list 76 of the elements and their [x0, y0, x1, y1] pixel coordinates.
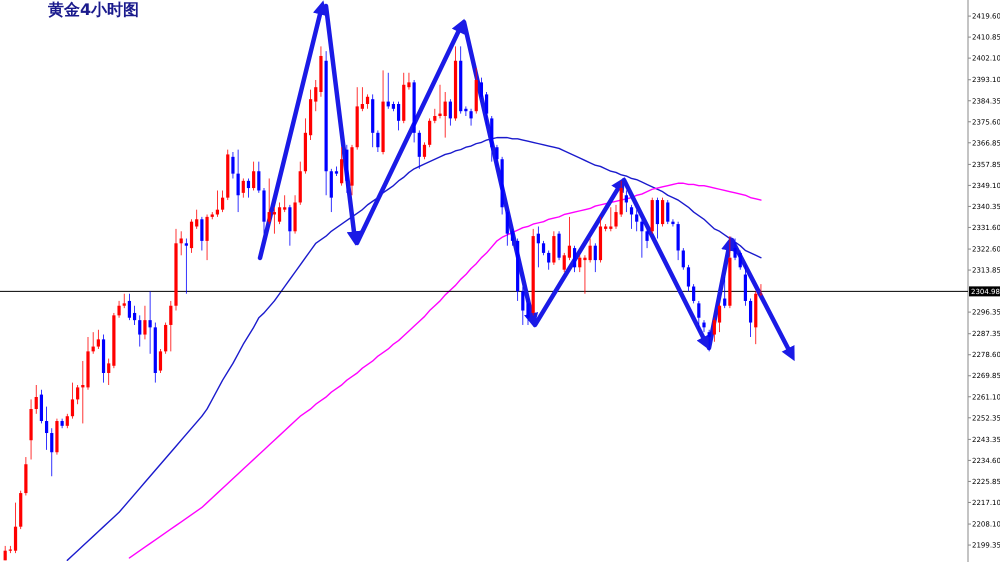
candlestick: [578, 254, 582, 273]
candlestick: [422, 142, 426, 160]
candlestick: [246, 178, 250, 198]
candlestick: [738, 250, 742, 270]
candlestick: [614, 204, 618, 230]
candlestick: [158, 348, 162, 374]
candlestick: [200, 216, 204, 251]
candlestick: [81, 360, 84, 424]
candlestick: [712, 317, 716, 342]
candlestick: [132, 305, 136, 326]
candlestick: [594, 242, 597, 273]
candlestick: [444, 92, 447, 138]
candlestick: [231, 152, 235, 179]
candlestick: [733, 238, 737, 261]
candlestick: [635, 209, 638, 232]
candlestick: [723, 276, 726, 309]
candlestick: [50, 428, 54, 477]
candlestick: [759, 284, 763, 297]
candlestick: [76, 384, 80, 405]
candlestick: [542, 240, 546, 256]
candlestick: [66, 413, 69, 429]
candlestick: [692, 284, 696, 304]
candlestick: [236, 149, 240, 212]
candlestick: [107, 358, 110, 386]
candlestick: [220, 190, 224, 212]
candlestick: [169, 300, 172, 352]
candlestick: [583, 254, 587, 294]
candlestick: [438, 84, 442, 119]
candlestick: [216, 190, 220, 218]
candlestick: [630, 204, 634, 230]
candlestick: [708, 329, 711, 352]
candlestick: [666, 200, 670, 224]
chart-title: 黄金4小时图: [47, 0, 140, 19]
candlestick: [148, 290, 152, 354]
candlestick: [252, 161, 256, 191]
candlestick: [624, 190, 628, 212]
candlestick: [448, 98, 452, 126]
line-series: [128, 182, 762, 559]
candlestick: [562, 252, 566, 273]
candlestick: [92, 332, 95, 354]
candlestick: [686, 264, 690, 292]
candlestick: [180, 230, 183, 256]
candlestick: [334, 166, 338, 176]
candlestick: [128, 293, 132, 321]
candlestick: [588, 238, 592, 263]
candlestick: [697, 300, 700, 330]
candlestick: [547, 250, 550, 270]
candlestick: [242, 178, 245, 198]
candlestick: [117, 300, 121, 318]
candlestick: [682, 248, 685, 270]
candlestick: [748, 298, 752, 338]
candlestick: [392, 101, 396, 112]
candlestick: [8, 546, 12, 554]
candlestick: [195, 209, 198, 230]
candlestick: [44, 406, 48, 450]
candlestick: [718, 302, 722, 333]
candlestick: [122, 293, 126, 309]
candlestick: [396, 101, 400, 131]
candlestick: [702, 320, 706, 333]
candlestick: [34, 384, 38, 414]
candlestick: [70, 382, 74, 420]
candlestick: [184, 238, 188, 294]
candlestick: [96, 329, 100, 350]
candlestick: [568, 216, 572, 261]
candlestick: [572, 245, 576, 273]
candlestick: [138, 314, 142, 347]
line-series: [66, 136, 762, 562]
candlestick: [386, 72, 390, 110]
candlestick: [640, 218, 644, 258]
candlestick: [376, 130, 380, 152]
candlestick: [645, 228, 649, 248]
candlestick: [143, 305, 147, 340]
candlestick: [366, 94, 370, 110]
candlestick: [60, 418, 64, 429]
candlestick: [4, 546, 7, 561]
candlestick: [433, 108, 436, 124]
